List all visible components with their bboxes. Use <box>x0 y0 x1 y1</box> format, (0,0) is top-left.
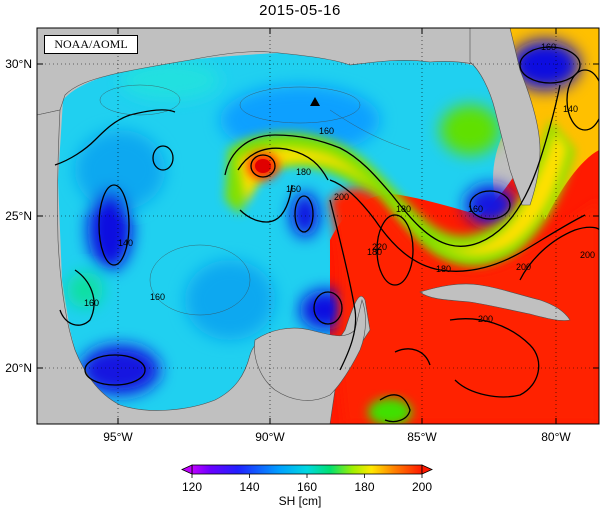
contour-label: 180 <box>396 204 411 214</box>
yucatan-green <box>368 398 412 424</box>
contour-lines <box>54 46 599 423</box>
yucatan <box>254 299 366 401</box>
contour-label: 160 <box>84 298 99 308</box>
graticule <box>37 28 599 424</box>
lon-tick-label: 80°W <box>541 430 571 444</box>
loop-current-yellow <box>238 130 568 256</box>
cuba <box>419 283 571 321</box>
contour-label: 140 <box>563 104 578 114</box>
map-frame <box>36 27 600 425</box>
colorbar-tick-label: 120 <box>182 480 202 494</box>
warm-eddy-core <box>255 159 271 173</box>
colorbar-title: SH [cm] <box>278 494 322 508</box>
contour-label: 200 <box>516 262 531 272</box>
credit-label: NOAA/AOML <box>44 35 138 54</box>
florida <box>469 28 541 206</box>
contour-label-group: 160 160 180 160 200 180 160 140 140 160 … <box>84 42 595 324</box>
contour-label: 180 <box>367 247 382 257</box>
colorbar-tick-label: 140 <box>239 480 259 494</box>
land-masses <box>37 28 571 424</box>
contour-label: 160 <box>150 292 165 302</box>
contour-label: 200 <box>580 250 595 260</box>
gulf-water <box>58 51 505 424</box>
ssh-field <box>58 28 599 424</box>
map-title: 2015-05-16 <box>259 2 341 19</box>
colorbar-low-arrow <box>181 464 193 475</box>
colorbar-tick-label: 160 <box>297 480 317 494</box>
colorbar: 120 140 160 180 200 <box>181 464 433 494</box>
contour-label: 180 <box>296 167 311 177</box>
colorbar-tick-label: 200 <box>412 480 432 494</box>
contour-label: 140 <box>118 238 133 248</box>
contour-label: 200 <box>334 192 349 202</box>
colorbar-high-arrow <box>421 464 433 475</box>
lat-tick-label: 25°N <box>5 209 32 223</box>
lon-tick-label: 90°W <box>255 430 285 444</box>
triangle-marker-icon <box>310 97 320 106</box>
lon-tick-label: 95°W <box>103 430 133 444</box>
contour-label: 160 <box>468 204 483 214</box>
contour-label: 160 <box>319 126 334 136</box>
contour-label: 180 <box>436 264 451 274</box>
colorbar-bar <box>191 464 423 475</box>
contour-label: 220 <box>372 242 387 252</box>
contour-label: 160 <box>286 184 301 194</box>
tick-marks <box>37 28 599 424</box>
lat-tick-label: 20°N <box>5 361 32 375</box>
lat-tick-label: 30°N <box>5 57 32 71</box>
thin-contours <box>99 84 411 316</box>
contour-label: 160 <box>541 42 556 52</box>
contour-label: 200 <box>478 314 493 324</box>
colorbar-tick-label: 180 <box>354 480 374 494</box>
lon-tick-label: 85°W <box>407 430 437 444</box>
